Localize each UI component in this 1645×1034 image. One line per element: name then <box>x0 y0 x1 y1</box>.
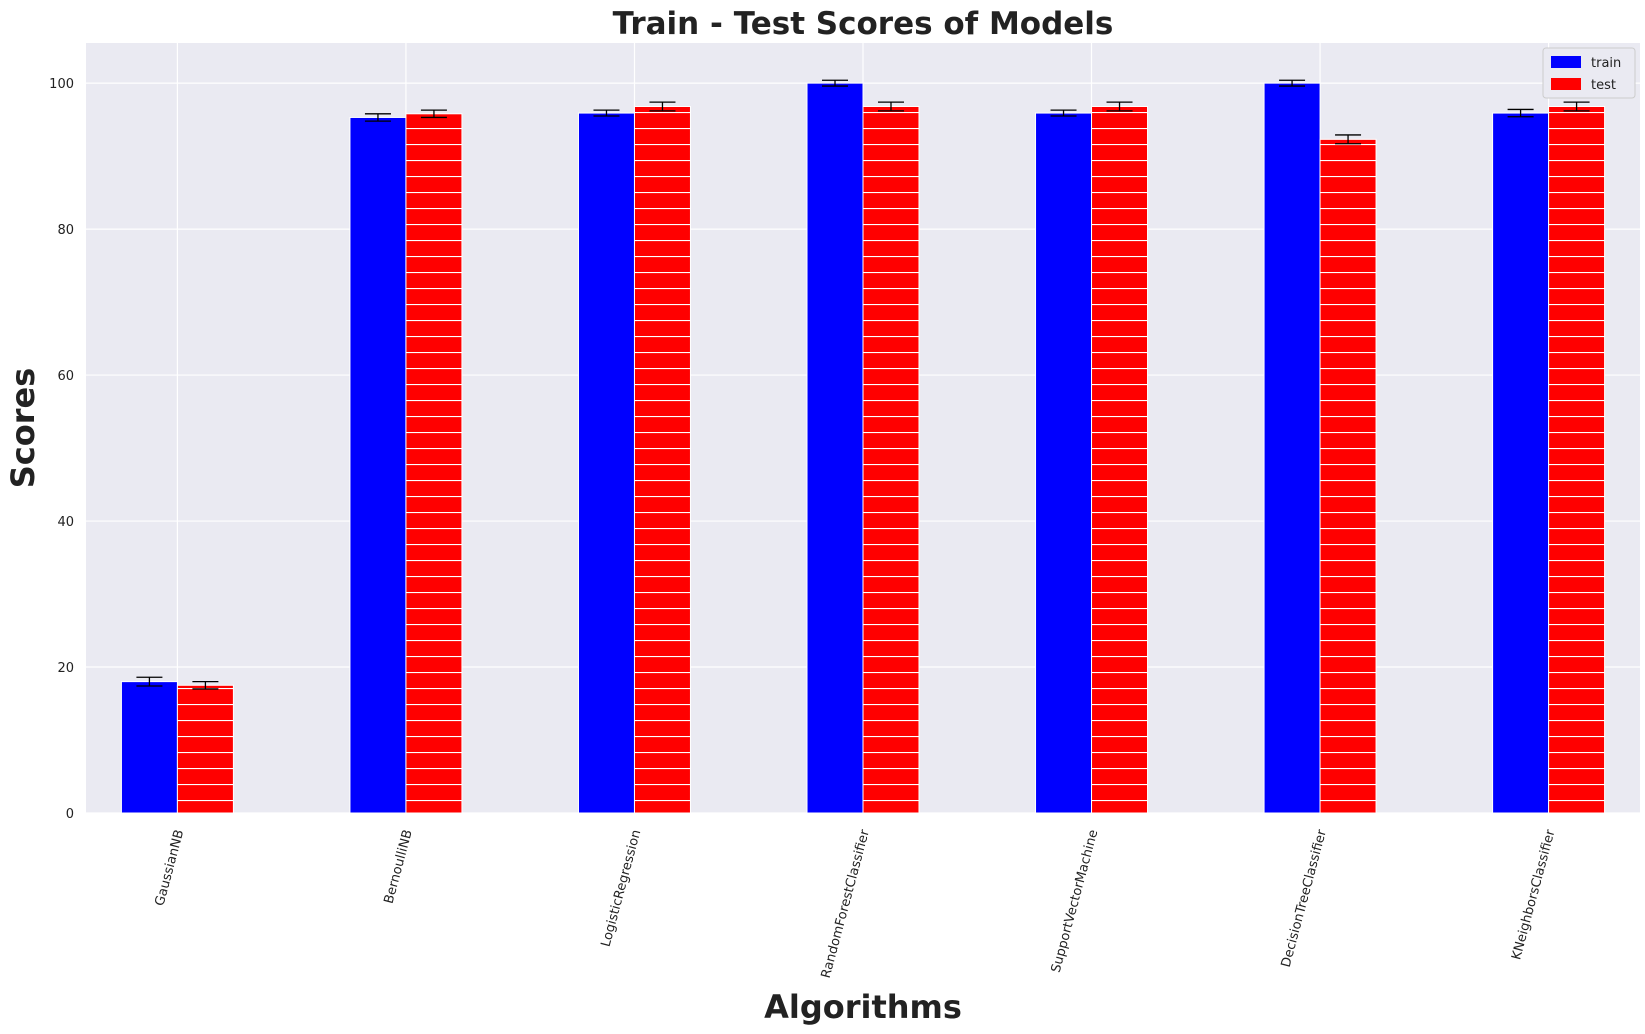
bar-test <box>1548 105 1606 814</box>
y-tick-label: 80 <box>57 223 74 238</box>
y-tick-label: 100 <box>49 77 74 92</box>
bar-test <box>1319 138 1377 814</box>
bar-test <box>176 684 234 814</box>
legend-swatch-test <box>1551 78 1581 90</box>
bar-train <box>120 681 178 814</box>
legend: train test <box>1542 47 1636 99</box>
legend-label-test: test <box>1591 78 1616 93</box>
bars <box>120 82 1606 814</box>
legend-label-train: train <box>1591 56 1621 71</box>
bar-test <box>405 113 463 814</box>
bar-train <box>349 116 407 814</box>
y-tick-label: 0 <box>66 807 74 822</box>
x-tick-label: GaussianNB <box>153 828 188 908</box>
bar-test <box>1091 105 1149 814</box>
legend-swatch-train <box>1551 56 1581 68</box>
y-axis-label: Scores <box>4 368 42 489</box>
y-tick-label: 40 <box>57 515 74 530</box>
y-tick-labels: 0 20 40 60 80 100 <box>49 77 74 822</box>
bar-train <box>1492 112 1550 814</box>
x-tick-label: LogisticRegression <box>599 828 645 948</box>
bar-train <box>1263 82 1321 814</box>
bar-train <box>577 112 635 814</box>
x-tick-label: KNeighborsClassifier <box>1509 828 1558 962</box>
x-tick-labels: GaussianNB BernoulliNB LogisticRegression R… <box>153 828 1559 980</box>
bar-test <box>862 105 920 814</box>
y-tick-label: 20 <box>57 661 74 676</box>
chart-title: Train - Test Scores of Models <box>613 6 1114 42</box>
x-tick-label: SupportVectorMachine <box>1049 828 1102 974</box>
bar-train <box>806 82 864 814</box>
x-axis-label: Algorithms <box>764 988 962 1026</box>
bar-test <box>633 105 691 814</box>
y-tick-label: 60 <box>57 369 74 384</box>
error-bars <box>136 79 1590 690</box>
x-tick-label: RandomForestClassifier <box>819 828 873 980</box>
x-tick-label: DecisionTreeClassifier <box>1279 828 1330 969</box>
bar-train <box>1035 112 1093 814</box>
x-tick-label: BernoulliNB <box>382 828 416 905</box>
